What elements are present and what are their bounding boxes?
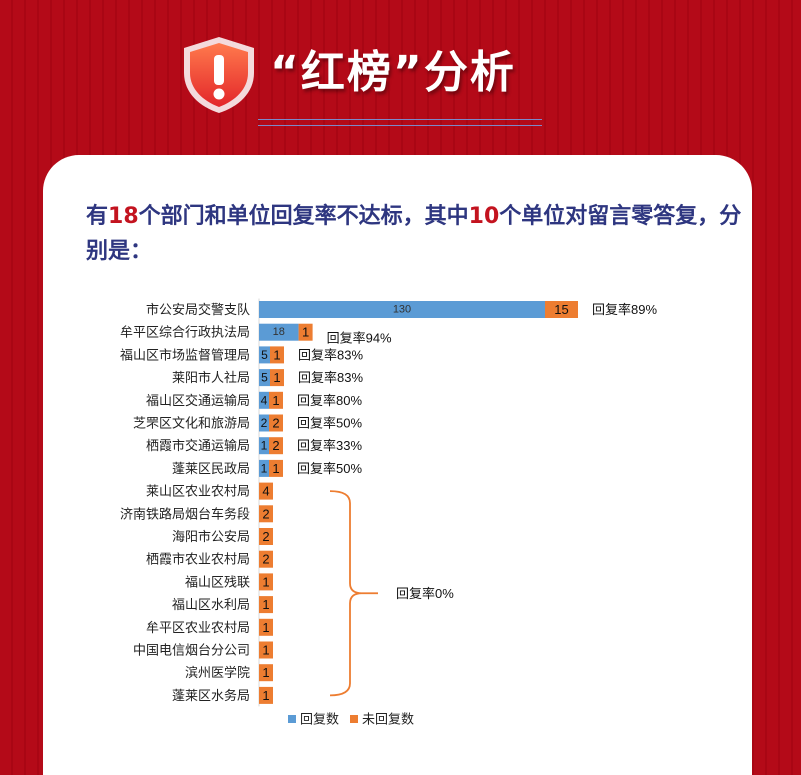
value-label-unreplied: 1	[273, 347, 280, 362]
count-zero-reply: 10	[468, 204, 500, 229]
value-label-unreplied: 2	[262, 529, 269, 544]
value-label-unreplied: 1	[302, 325, 309, 340]
category-label: 栖霞市交通运输局	[146, 438, 250, 453]
value-label-replied: 18	[273, 326, 285, 338]
rate-label: 回复率80%	[297, 393, 362, 408]
rate-label: 回复率50%	[297, 461, 362, 476]
category-label: 滨州医学院	[185, 665, 250, 680]
rate-label: 回复率89%	[592, 302, 657, 317]
rate-label: 回复率33%	[297, 438, 362, 453]
stacked-bar-chart: 市公安局交警支队 130 15 回复率89%牟平区综合行政执法局 18 1 回复率94%福山…	[120, 298, 657, 727]
category-label: 蓬莱区水务局	[172, 688, 250, 703]
category-label: 栖霞市农业农村局	[146, 552, 250, 567]
value-label-unreplied: 4	[262, 484, 269, 499]
warning-shield-icon	[184, 37, 254, 113]
rate-label: 回复率83%	[298, 347, 363, 362]
bar-unreplied	[270, 346, 284, 364]
rate-label: 回复率83%	[298, 370, 363, 385]
category-label: 中国电信烟台分公司	[133, 643, 250, 658]
bar-unreplied	[259, 528, 273, 545]
category-label: 莱阳市人社局	[172, 370, 250, 385]
category-label: 福山区水利局	[172, 597, 250, 612]
title-divider	[258, 119, 542, 120]
legend-label-replied: 回复数	[300, 712, 339, 727]
category-label: 福山区残联	[185, 574, 250, 589]
bar-unreplied	[259, 618, 273, 636]
category-label: 福山区市场监督管理局	[120, 347, 250, 362]
bar-unreplied	[259, 596, 273, 614]
bar-unreplied	[269, 391, 283, 409]
value-label-replied: 1	[261, 439, 268, 453]
category-label: 牟平区综合行政执法局	[120, 325, 250, 340]
legend-swatch-unreplied	[350, 715, 358, 723]
category-label: 牟平区农业农村局	[146, 620, 250, 635]
bar-unreplied	[259, 664, 273, 682]
bar-unreplied	[269, 414, 283, 432]
value-label-unreplied: 2	[262, 506, 269, 521]
bar-unreplied	[270, 369, 284, 387]
category-label: 芝罘区文化和旅游局	[133, 416, 250, 431]
content-card	[43, 155, 752, 775]
bar-replied	[259, 414, 269, 432]
value-label-replied: 4	[261, 393, 268, 407]
rate-label: 回复率50%	[297, 416, 362, 431]
value-label-unreplied: 1	[262, 688, 269, 703]
bar-unreplied	[298, 323, 313, 341]
bar-unreplied	[259, 641, 273, 659]
bar-replied	[259, 346, 270, 364]
category-label: 济南铁路局烟台车务段	[120, 506, 250, 521]
bar-replied	[259, 437, 269, 455]
bar-unreplied	[269, 437, 283, 455]
title-divider-2	[258, 125, 542, 126]
category-label: 海阳市公安局	[172, 529, 250, 544]
value-label-replied: 130	[393, 304, 411, 316]
value-label-unreplied: 1	[262, 665, 269, 680]
value-label-unreplied: 1	[262, 620, 269, 635]
legend-swatch-replied	[288, 715, 296, 723]
bar-replied	[259, 391, 269, 409]
legend-label-unreplied: 未回复数	[362, 712, 414, 727]
value-label-unreplied: 1	[273, 370, 280, 385]
bar-unreplied	[259, 482, 273, 500]
value-label-unreplied: 1	[272, 393, 279, 408]
count-noncompliant: 18	[108, 204, 139, 229]
value-label-replied: 5	[261, 371, 268, 385]
category-label: 市公安局交警支队	[146, 302, 250, 317]
bar-replied	[259, 459, 269, 477]
bar-replied	[259, 323, 299, 341]
value-label-unreplied: 15	[554, 302, 568, 317]
value-label-unreplied: 2	[262, 552, 269, 567]
value-label-unreplied: 2	[272, 416, 279, 431]
bar-unreplied	[259, 505, 273, 523]
zero-reply-rate-label: 回复率0%	[396, 586, 454, 601]
category-label: 蓬莱区民政局	[172, 461, 250, 476]
value-label-replied: 2	[261, 416, 268, 430]
rate-label: 回复率94%	[327, 331, 392, 346]
bar-unreplied	[259, 550, 273, 568]
page-title: “红榜”分析	[270, 47, 516, 98]
value-label-unreplied: 2	[272, 438, 279, 453]
category-label: 福山区交通运输局	[146, 393, 250, 408]
bar-replied	[259, 301, 545, 318]
value-label-unreplied: 1	[262, 597, 269, 612]
value-label-unreplied: 1	[272, 461, 279, 476]
value-label-unreplied: 1	[262, 643, 269, 658]
category-label: 莱山区农业农村局	[146, 484, 250, 499]
bar-replied	[259, 369, 270, 387]
summary-headline: 有18个部门和单位回复率不达标，其中10个单位对留言零答复，分别是：	[86, 204, 742, 264]
bar-unreplied	[259, 686, 273, 704]
bar-unreplied	[259, 573, 273, 591]
bar-unreplied	[545, 301, 578, 318]
zero-reply-bracket	[329, 490, 363, 697]
value-label-replied: 1	[261, 461, 268, 475]
value-label-replied: 5	[261, 348, 268, 362]
value-label-unreplied: 1	[262, 574, 269, 589]
bar-unreplied	[269, 459, 283, 477]
